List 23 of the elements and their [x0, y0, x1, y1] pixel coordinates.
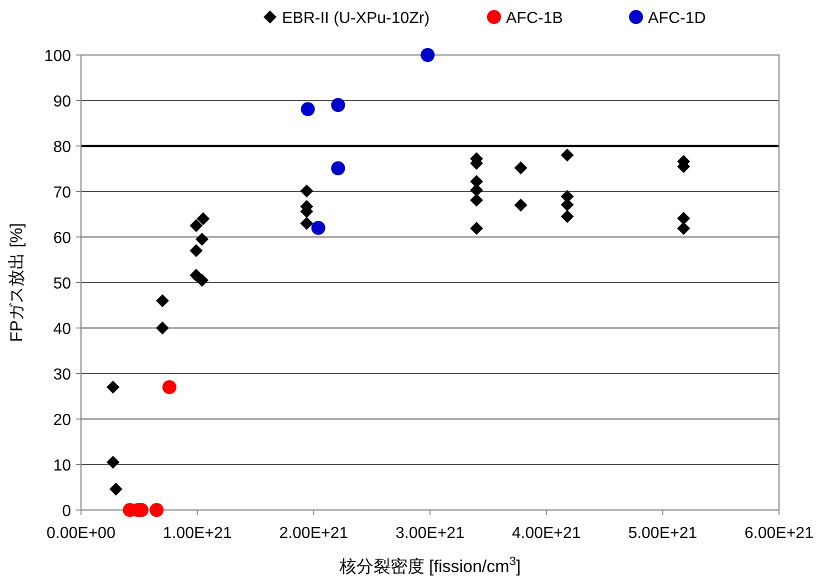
y-tick-label: 20 — [53, 412, 72, 429]
legend-label: EBR-II (U-XPu-10Zr) — [282, 10, 430, 27]
y-tick-label: 0 — [62, 503, 72, 520]
legend-label: AFC-1D — [648, 10, 706, 27]
y-tick-label: 70 — [53, 184, 72, 202]
x-axis-title: 核分裂密度 [fission/cm$^{3}$] — [338, 554, 521, 576]
y-tick-label: 30 — [53, 366, 72, 384]
x-tick-label: 2.00E+21 — [279, 525, 348, 542]
x-tick-label: 1.00E+21 — [162, 525, 232, 542]
y-axis-title: FPガス放出 [%] — [7, 222, 26, 342]
legend-label: AFC-1B — [506, 10, 563, 27]
x-tick-label: 4.00E+21 — [512, 525, 581, 542]
y-tick-label: 100 — [44, 48, 72, 65]
x-tick-label: 3.00E+21 — [396, 525, 465, 542]
y-tick-label: 60 — [53, 230, 72, 247]
y-tick-label: 10 — [53, 458, 72, 474]
x-tick-label: 6.00E+21 — [744, 525, 814, 542]
y-tick-label: 80 — [53, 139, 72, 156]
x-tick-label: 5.00E+21 — [628, 525, 698, 542]
y-tick-label: 90 — [53, 94, 72, 110]
x-tick-label: 0.00E+00 — [46, 525, 116, 542]
y-tick-label: 40 — [53, 321, 72, 338]
y-tick-label: 50 — [53, 276, 72, 292]
